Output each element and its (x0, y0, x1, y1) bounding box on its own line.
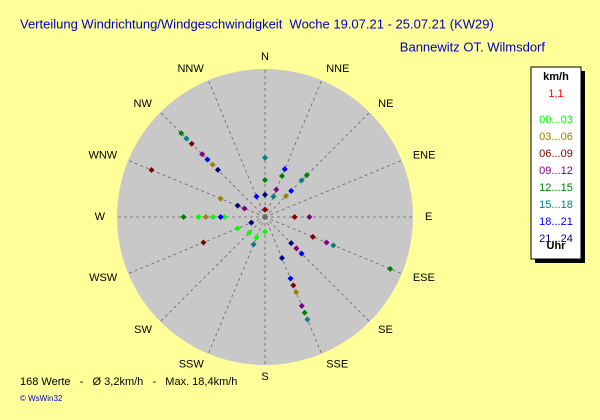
direction-label: SSE (326, 359, 348, 371)
legend-entry: 15...18 (539, 199, 573, 211)
wind-point (278, 255, 285, 262)
wind-point (288, 240, 295, 247)
wind-point (323, 239, 330, 246)
direction-label: W (95, 211, 106, 223)
direction-label: ENE (413, 150, 436, 162)
legend-entry: 18...21 (539, 216, 573, 228)
wind-point (304, 316, 311, 323)
wind-point (217, 195, 224, 202)
direction-label: SW (134, 324, 152, 336)
direction-label: NNE (326, 63, 349, 75)
direction-label: NE (378, 98, 393, 110)
chart-subtitle: Bannewitz OT. Wilmsdorf (400, 39, 546, 54)
wind-point (293, 289, 300, 296)
wind-point (262, 206, 268, 213)
legend-title: km/h (543, 71, 569, 83)
wind-point (183, 135, 190, 142)
spoke (264, 159, 402, 218)
direction-label: WNW (88, 150, 117, 162)
wind-point (309, 233, 316, 240)
wind-point (298, 177, 305, 184)
wind-point (387, 265, 394, 272)
wind-point (148, 166, 155, 173)
wind-point (241, 205, 248, 212)
wind-point (204, 156, 211, 163)
wind-point (246, 229, 253, 236)
legend-entry: 21...24 (539, 233, 573, 245)
wind-point (291, 214, 298, 220)
legend-entry: 03...06 (539, 131, 573, 143)
footer-stats: 168 Werte - Ø 3,2km/h - Max. 18,4km/h (20, 376, 237, 388)
wind-point (250, 241, 257, 248)
wind-point (278, 172, 285, 179)
wind-point (330, 242, 337, 249)
wind-point (195, 214, 202, 220)
copyright: © WsWin32 (20, 394, 63, 403)
spoke (207, 216, 266, 354)
wind-point (234, 202, 241, 209)
wind-point (303, 172, 310, 179)
wind-point (188, 140, 195, 147)
spoke (207, 80, 266, 218)
wind-point (217, 214, 224, 220)
wind-point (262, 191, 268, 198)
spoke (128, 216, 266, 275)
direction-label: NW (134, 98, 153, 110)
wind-point (199, 151, 206, 158)
spoke (264, 216, 370, 322)
direction-label: ESE (413, 272, 435, 284)
wind-point (253, 193, 260, 200)
legend-entry: 06...09 (539, 148, 573, 160)
spoke (128, 159, 266, 218)
direction-label: NNW (177, 63, 204, 75)
direction-label: S (261, 371, 268, 383)
direction-label: E (425, 211, 432, 223)
wind-point (290, 282, 297, 289)
wind-point (273, 186, 280, 193)
direction-label: SSW (179, 359, 205, 371)
direction-label: WSW (89, 272, 118, 284)
wind-point (262, 228, 268, 235)
wind-point (214, 166, 221, 173)
wind-point (306, 214, 313, 220)
spoke (160, 216, 266, 322)
wind-point (200, 239, 207, 246)
wind-point (234, 225, 241, 232)
wind-point (281, 166, 288, 173)
chart-title: Verteilung Windrichtung/Windgeschwindigk… (20, 16, 494, 31)
wind-point (287, 275, 294, 282)
wind-point (262, 154, 268, 161)
wind-point (293, 245, 300, 252)
wind-point (178, 130, 185, 137)
legend-note: 1,1 (548, 88, 563, 100)
legend-box (530, 66, 582, 260)
wind-point (248, 219, 255, 226)
wind-point (262, 177, 268, 183)
wind-point (210, 214, 217, 220)
wind-point (298, 250, 305, 257)
direction-label: N (261, 51, 269, 63)
wind-point (202, 214, 209, 220)
direction-label: SE (378, 324, 393, 336)
spoke (264, 112, 370, 218)
wind-point (209, 161, 216, 168)
wind-point (301, 309, 308, 316)
legend-entry: 00...03 (539, 114, 573, 126)
wind-point (180, 214, 187, 220)
wind-point (282, 193, 289, 200)
legend-footer: Uhr (547, 240, 567, 252)
legend-entry: 09...12 (539, 165, 573, 177)
wind-point (221, 214, 228, 220)
wind-point (253, 234, 260, 241)
wind-point (288, 187, 295, 194)
spoke (264, 80, 323, 218)
wind-point (298, 302, 305, 309)
wind-point (270, 193, 277, 200)
legend-entry: 12...15 (539, 182, 573, 194)
